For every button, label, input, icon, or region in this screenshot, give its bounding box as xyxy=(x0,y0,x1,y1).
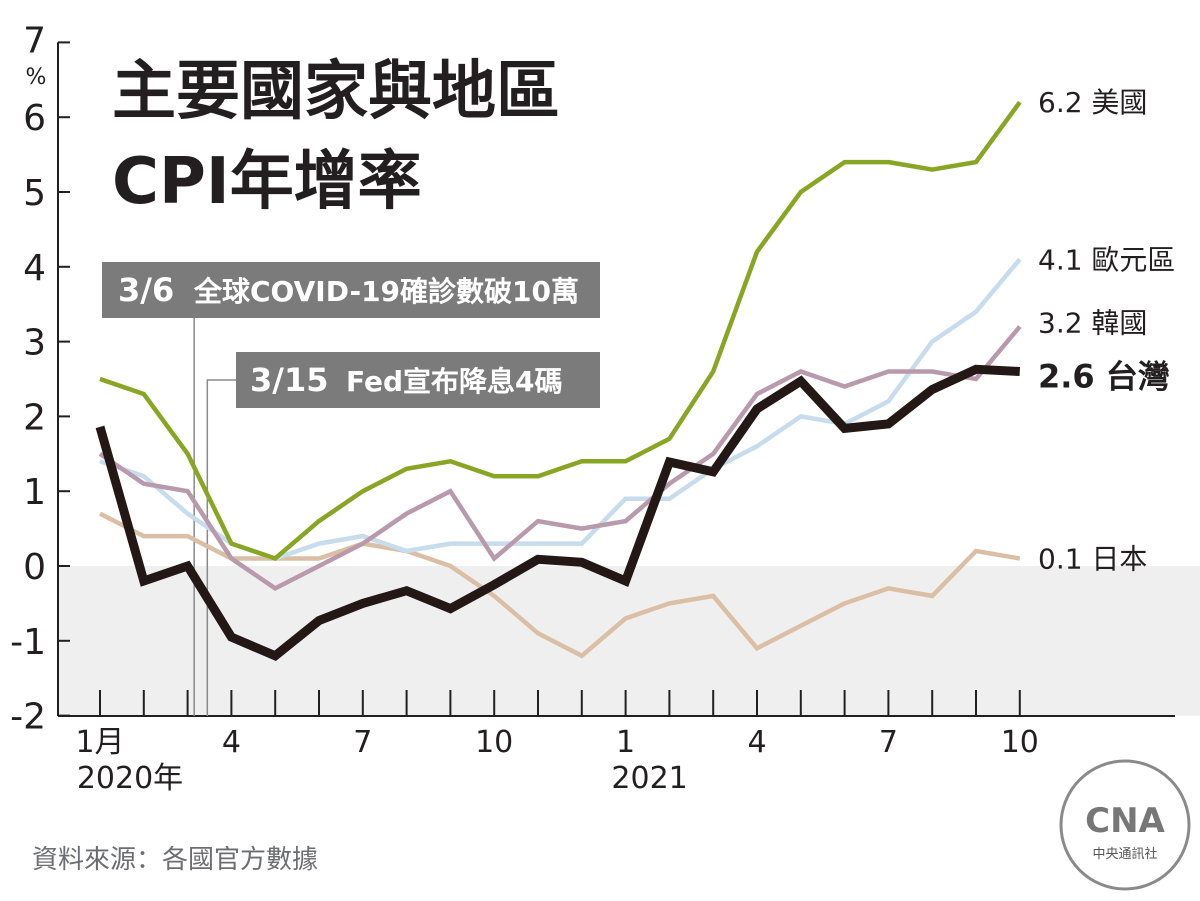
logo-ring xyxy=(1059,759,1191,891)
series-line-日本 xyxy=(98,511,1021,659)
x-tick-label: 1 xyxy=(616,725,635,760)
source-note: 資料來源：各國官方數據 xyxy=(32,845,318,875)
y-unit-label: % xyxy=(26,65,47,90)
y-tick-label: 3 xyxy=(23,323,46,364)
x-tick-label: 7 xyxy=(353,725,372,760)
y-tick-label: 6 xyxy=(23,98,46,139)
label-layer: 0.1 日本 4.1 歐元區 3.2 韓國 6.2 美國 2.6 台灣 xyxy=(1038,86,1175,575)
x-tick-label: 4 xyxy=(222,725,241,760)
y-tick-label: 0 xyxy=(23,547,46,588)
x-tick-label: 10 xyxy=(475,725,513,760)
annotation-covid: 3/6 全球COVID-19確診數破10萬 xyxy=(102,262,600,318)
series-end-label: 6.2 美國 xyxy=(1038,86,1147,119)
y-tick-label: 1 xyxy=(23,472,46,513)
x-tick-label: 1月 xyxy=(75,725,124,760)
chart-subtitle: CPI年增率 xyxy=(112,145,422,219)
x-tick-label: 4 xyxy=(747,725,766,760)
annotation-covid-date: 3/6 xyxy=(118,271,174,309)
series-end-label: 2.6 台灣 xyxy=(1038,358,1170,396)
series-layer xyxy=(95,100,1022,661)
cna-logo: CNA 中央通訊社 xyxy=(1059,759,1191,891)
annotation-covid-text: 全球COVID-19確診數破10萬 xyxy=(193,275,579,308)
y-tick-label: 5 xyxy=(23,173,46,214)
logo-text: 中央通訊社 xyxy=(1092,846,1157,862)
series-end-label: 4.1 歐元區 xyxy=(1038,243,1175,276)
annotation-fed-date: 3/15 xyxy=(250,361,328,399)
annotation-covid-box xyxy=(102,262,600,318)
annotation-fed-text: Fed宣布降息4碼 xyxy=(346,365,563,398)
y-tick-label: 4 xyxy=(23,248,46,289)
y-tick-label: -1 xyxy=(10,622,46,663)
annotation-fed-box xyxy=(236,352,600,408)
chart-title: 主要國家與地區 xyxy=(112,55,560,129)
y-tick-label: -2 xyxy=(10,697,46,738)
y-tick-label: 7 xyxy=(23,20,46,61)
y-tick-label: 2 xyxy=(23,397,46,438)
x-tick-label: 7 xyxy=(879,725,898,760)
series-end-label: 3.2 韓國 xyxy=(1038,307,1147,340)
series-line-美國 xyxy=(99,100,1022,562)
series-line-韓國 xyxy=(98,325,1022,592)
series-end-label: 0.1 日本 xyxy=(1038,543,1147,576)
series-line-台灣 xyxy=(95,364,1021,661)
annotation-fed: 3/15 Fed宣布降息4碼 xyxy=(236,352,600,408)
x-year-label: 2021 xyxy=(611,761,687,796)
x-tick-label: 10 xyxy=(1001,725,1039,760)
logo-mark: CNA xyxy=(1085,801,1165,841)
x-year-label: 2020年 xyxy=(77,761,183,796)
